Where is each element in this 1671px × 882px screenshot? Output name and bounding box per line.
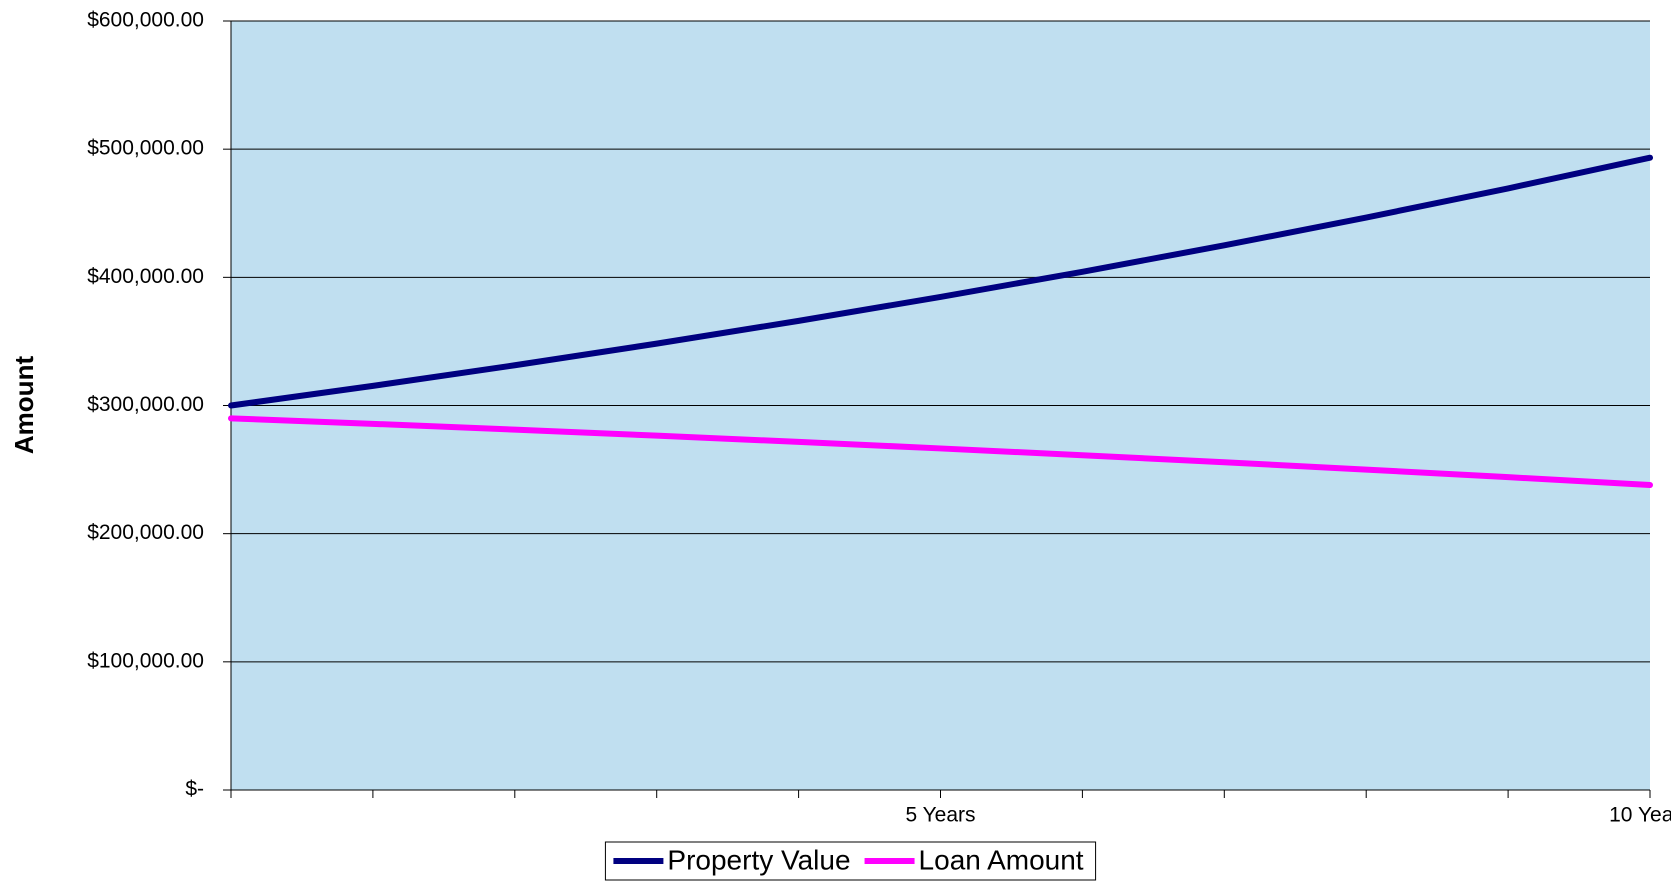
y-tick-label: $600,000.00 [87, 9, 204, 32]
legend: Property Value Loan Amount [604, 841, 1097, 881]
x-tick-label: 10 Years [1609, 804, 1671, 827]
y-axis-title: Amount [9, 356, 39, 455]
series-line [228, 415, 1653, 488]
y-tick-label: $300,000.00 [87, 393, 204, 416]
y-tick-label: $200,000.00 [87, 521, 204, 544]
y-tick-label: $400,000.00 [87, 265, 204, 288]
y-tick-label: $500,000.00 [87, 137, 204, 160]
x-tick-label: 5 Years [905, 804, 975, 827]
y-tick-label: $- [185, 778, 204, 801]
legend-box [604, 841, 1097, 881]
legend-label: Loan Amount [919, 844, 1084, 875]
series-line [228, 154, 1653, 409]
legend-label: Property Value [667, 844, 850, 875]
y-tick-label: $100,000.00 [87, 649, 204, 672]
